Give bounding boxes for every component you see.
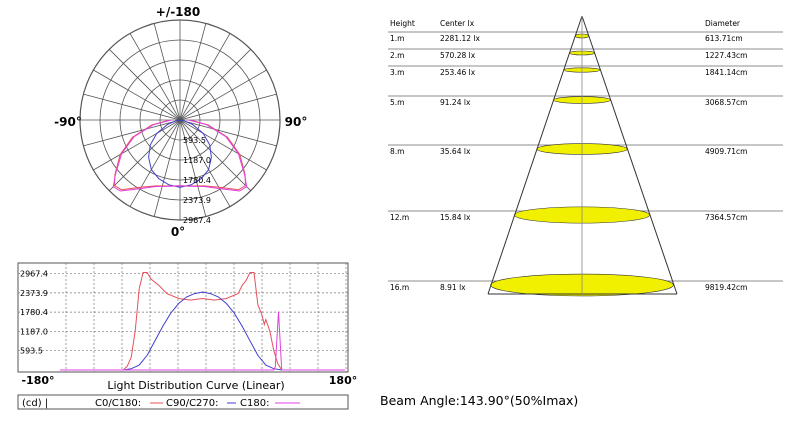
linear-x-right-label: 180°	[329, 374, 357, 387]
linear-y-tick-label: 1187.0	[20, 327, 48, 336]
legend-c0-label: C0/C180:	[95, 398, 141, 409]
polar-radial-labels: 593.5 1187.0 1780.4 2373.9 2967.4	[183, 136, 211, 225]
cone-row: 8.m 35.64 lx 4909.71cm	[388, 143, 783, 156]
linear-plot-frame	[17, 262, 349, 373]
linear-y-tick-label: 1780.4	[20, 308, 48, 317]
polar-series	[112, 119, 248, 192]
legend-c90-label: C90/C270:	[166, 398, 219, 409]
row-height: 1.m	[390, 34, 404, 43]
linear-series	[60, 272, 345, 371]
linear-series-c90-c270	[60, 291, 345, 371]
row-center-lux: 570.28 lx	[440, 51, 476, 60]
cone-row: 16.m 8.91 lx 9819.42cm	[388, 273, 783, 297]
polar-radial-label: 1187.0	[183, 156, 211, 165]
linear-series-c180	[60, 311, 345, 371]
polar-radial-label: 1780.4	[183, 176, 211, 185]
polar-label-bottom: 0°	[171, 225, 185, 239]
row-height: 8.m	[390, 147, 404, 156]
polar-diagram: 593.5 1187.0 1780.4 2373.9 2967.4 +/-180 -90…	[54, 5, 307, 239]
row-diameter: 1227.43cm	[705, 51, 747, 60]
table-header-center: Center lx	[440, 19, 475, 28]
row-diameter: 7364.57cm	[705, 213, 747, 222]
polar-label-top: +/-180	[156, 5, 200, 19]
polar-radial-label: 593.5	[183, 136, 206, 145]
row-center-lux: 8.91 lx	[440, 283, 466, 292]
row-height: 5.m	[390, 98, 404, 107]
row-height: 12.m	[390, 213, 409, 222]
row-center-lux: 2281.12 lx	[440, 34, 480, 43]
linear-y-tick-label: 593.5	[20, 347, 43, 356]
linear-legend-box	[17, 394, 349, 410]
cone-right-edge	[581, 15, 678, 295]
polar-series-c180	[112, 119, 248, 192]
cone-row: 3.m 253.46 lx 1841.14cm	[388, 65, 783, 77]
row-diameter: 9819.42cm	[705, 283, 747, 292]
cone-left-edge	[487, 15, 583, 295]
polar-series-c90-c270	[148, 119, 212, 188]
row-center-lux: 35.64 lx	[440, 147, 471, 156]
legend-c180-label: C180:	[240, 398, 269, 409]
linear-y-ticks: 593.5 1187.0 1780.4 2373.9 2967.4	[20, 270, 48, 356]
row-center-lux: 91.24 lx	[440, 98, 471, 107]
polar-radial-label: 2967.4	[183, 216, 211, 225]
linear-chart: 593.5 1187.0 1780.4 2373.9 2967.4 -180° 180°…	[17, 262, 357, 410]
row-center-lux: 253.46 lx	[440, 68, 476, 77]
cone-row: 1.m 2281.12 lx 613.71cm	[388, 31, 783, 43]
row-center-lux: 15.84 lx	[440, 213, 471, 222]
row-height: 2.m	[390, 51, 404, 60]
row-height: 16.m	[390, 283, 409, 292]
linear-grid	[18, 263, 348, 372]
cone-row: 5.m 91.24 lx 3068.57cm	[388, 95, 783, 107]
legend-unit: (cd) |	[22, 398, 48, 409]
cone-row: 2.m 570.28 lx 1227.43cm	[388, 48, 783, 60]
beam-angle: Beam Angle:143.90°(50%Imax)	[380, 393, 578, 408]
polar-label-right: 90°	[285, 115, 308, 129]
row-diameter: 3068.57cm	[705, 98, 747, 107]
table-header-height: Height	[390, 19, 415, 28]
cone-rows: 1.m 2281.12 lx 613.71cm 2.m 570.28 lx 1227.43…	[388, 31, 783, 297]
polar-label-left: -90°	[54, 115, 82, 129]
linear-x-left-label: -180°	[21, 374, 54, 387]
illuminance-cone: Height Center lx Diameter 1.m 2281.12 lx 6…	[388, 15, 783, 297]
linear-series-c0-c180	[60, 272, 345, 371]
linear-y-tick-label: 2373.9	[20, 289, 48, 298]
row-diameter: 1841.14cm	[705, 68, 747, 77]
linear-y-tick-label: 2967.4	[20, 270, 48, 279]
row-height: 3.m	[390, 68, 404, 77]
row-diameter: 4909.71cm	[705, 147, 747, 156]
linear-chart-title: Light Distribution Curve (Linear)	[107, 379, 284, 392]
row-diameter: 613.71cm	[705, 34, 743, 43]
cone-row: 12.m 15.84 lx 7364.57cm	[388, 206, 783, 224]
polar-radial-label: 2373.9	[183, 196, 211, 205]
table-header-diameter: Diameter	[705, 19, 741, 28]
